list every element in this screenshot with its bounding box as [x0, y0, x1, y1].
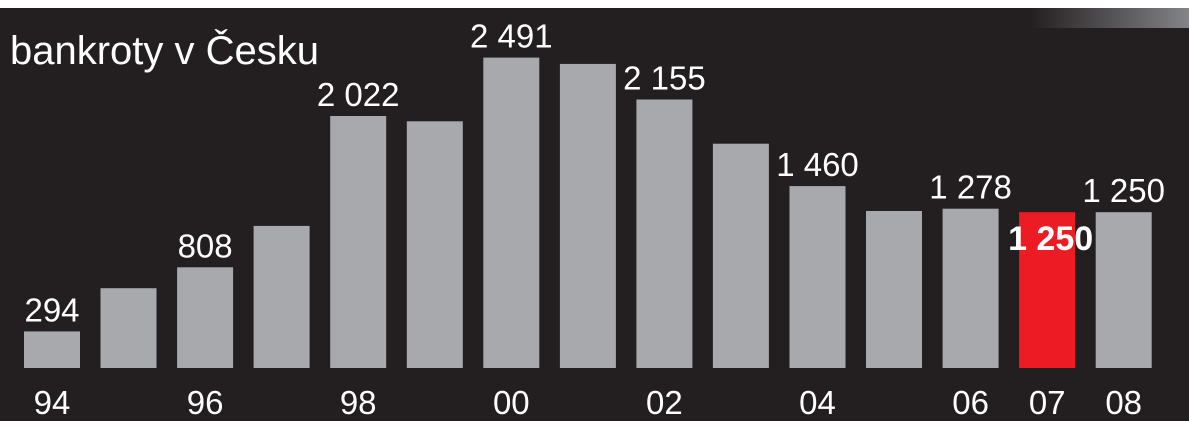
value-label-00: 2 491	[470, 18, 553, 55]
bar-highlight-07	[1019, 212, 1076, 368]
bar-99	[406, 121, 463, 368]
value-label-98: 2 022	[317, 76, 400, 113]
bar-04	[789, 186, 846, 368]
bar-00	[483, 57, 540, 368]
x-tick-label-04: 04	[799, 384, 836, 421]
bar-03	[712, 143, 769, 368]
highlight-value-label: 1 250	[1008, 220, 1093, 258]
corner-highlight	[1030, 8, 1189, 28]
value-label-04: 1 460	[776, 146, 859, 183]
x-tick-label-00: 00	[493, 384, 530, 421]
x-tick-label-08: 08	[1105, 384, 1142, 421]
bar-96	[177, 267, 234, 368]
bar-01	[559, 63, 616, 369]
value-label-08: 1 250	[1082, 172, 1165, 209]
x-tick-label-96: 96	[187, 384, 224, 421]
value-label-94: 294	[24, 291, 79, 328]
bar-05	[866, 211, 922, 368]
value-label-96: 808	[178, 227, 233, 264]
x-tick-label-07: 07	[1029, 384, 1066, 421]
x-tick-label-02: 02	[646, 384, 683, 421]
bar-98	[330, 116, 387, 368]
value-label-02: 2 155	[623, 60, 706, 97]
value-label-06: 1 278	[929, 169, 1012, 206]
bar-94	[24, 331, 80, 368]
bar-02	[636, 99, 693, 368]
value-labels-group: 294 808 2 022 2 491 2 155 1 460 1 278 1 250 1 25…	[24, 18, 1165, 329]
x-tick-label-94: 94	[34, 384, 71, 421]
chart-title: bankroty v Česku	[10, 28, 319, 73]
x-tick-label-06: 06	[952, 384, 989, 421]
bars-group	[24, 57, 1152, 369]
bar-97	[253, 225, 310, 368]
bar-06	[942, 208, 999, 368]
x-tick-labels-group: 94 96 98 00 02 04 06 07 08	[34, 384, 1142, 421]
bar-95	[100, 288, 157, 368]
x-tick-label-98: 98	[340, 384, 377, 421]
bar-08	[1095, 212, 1152, 368]
